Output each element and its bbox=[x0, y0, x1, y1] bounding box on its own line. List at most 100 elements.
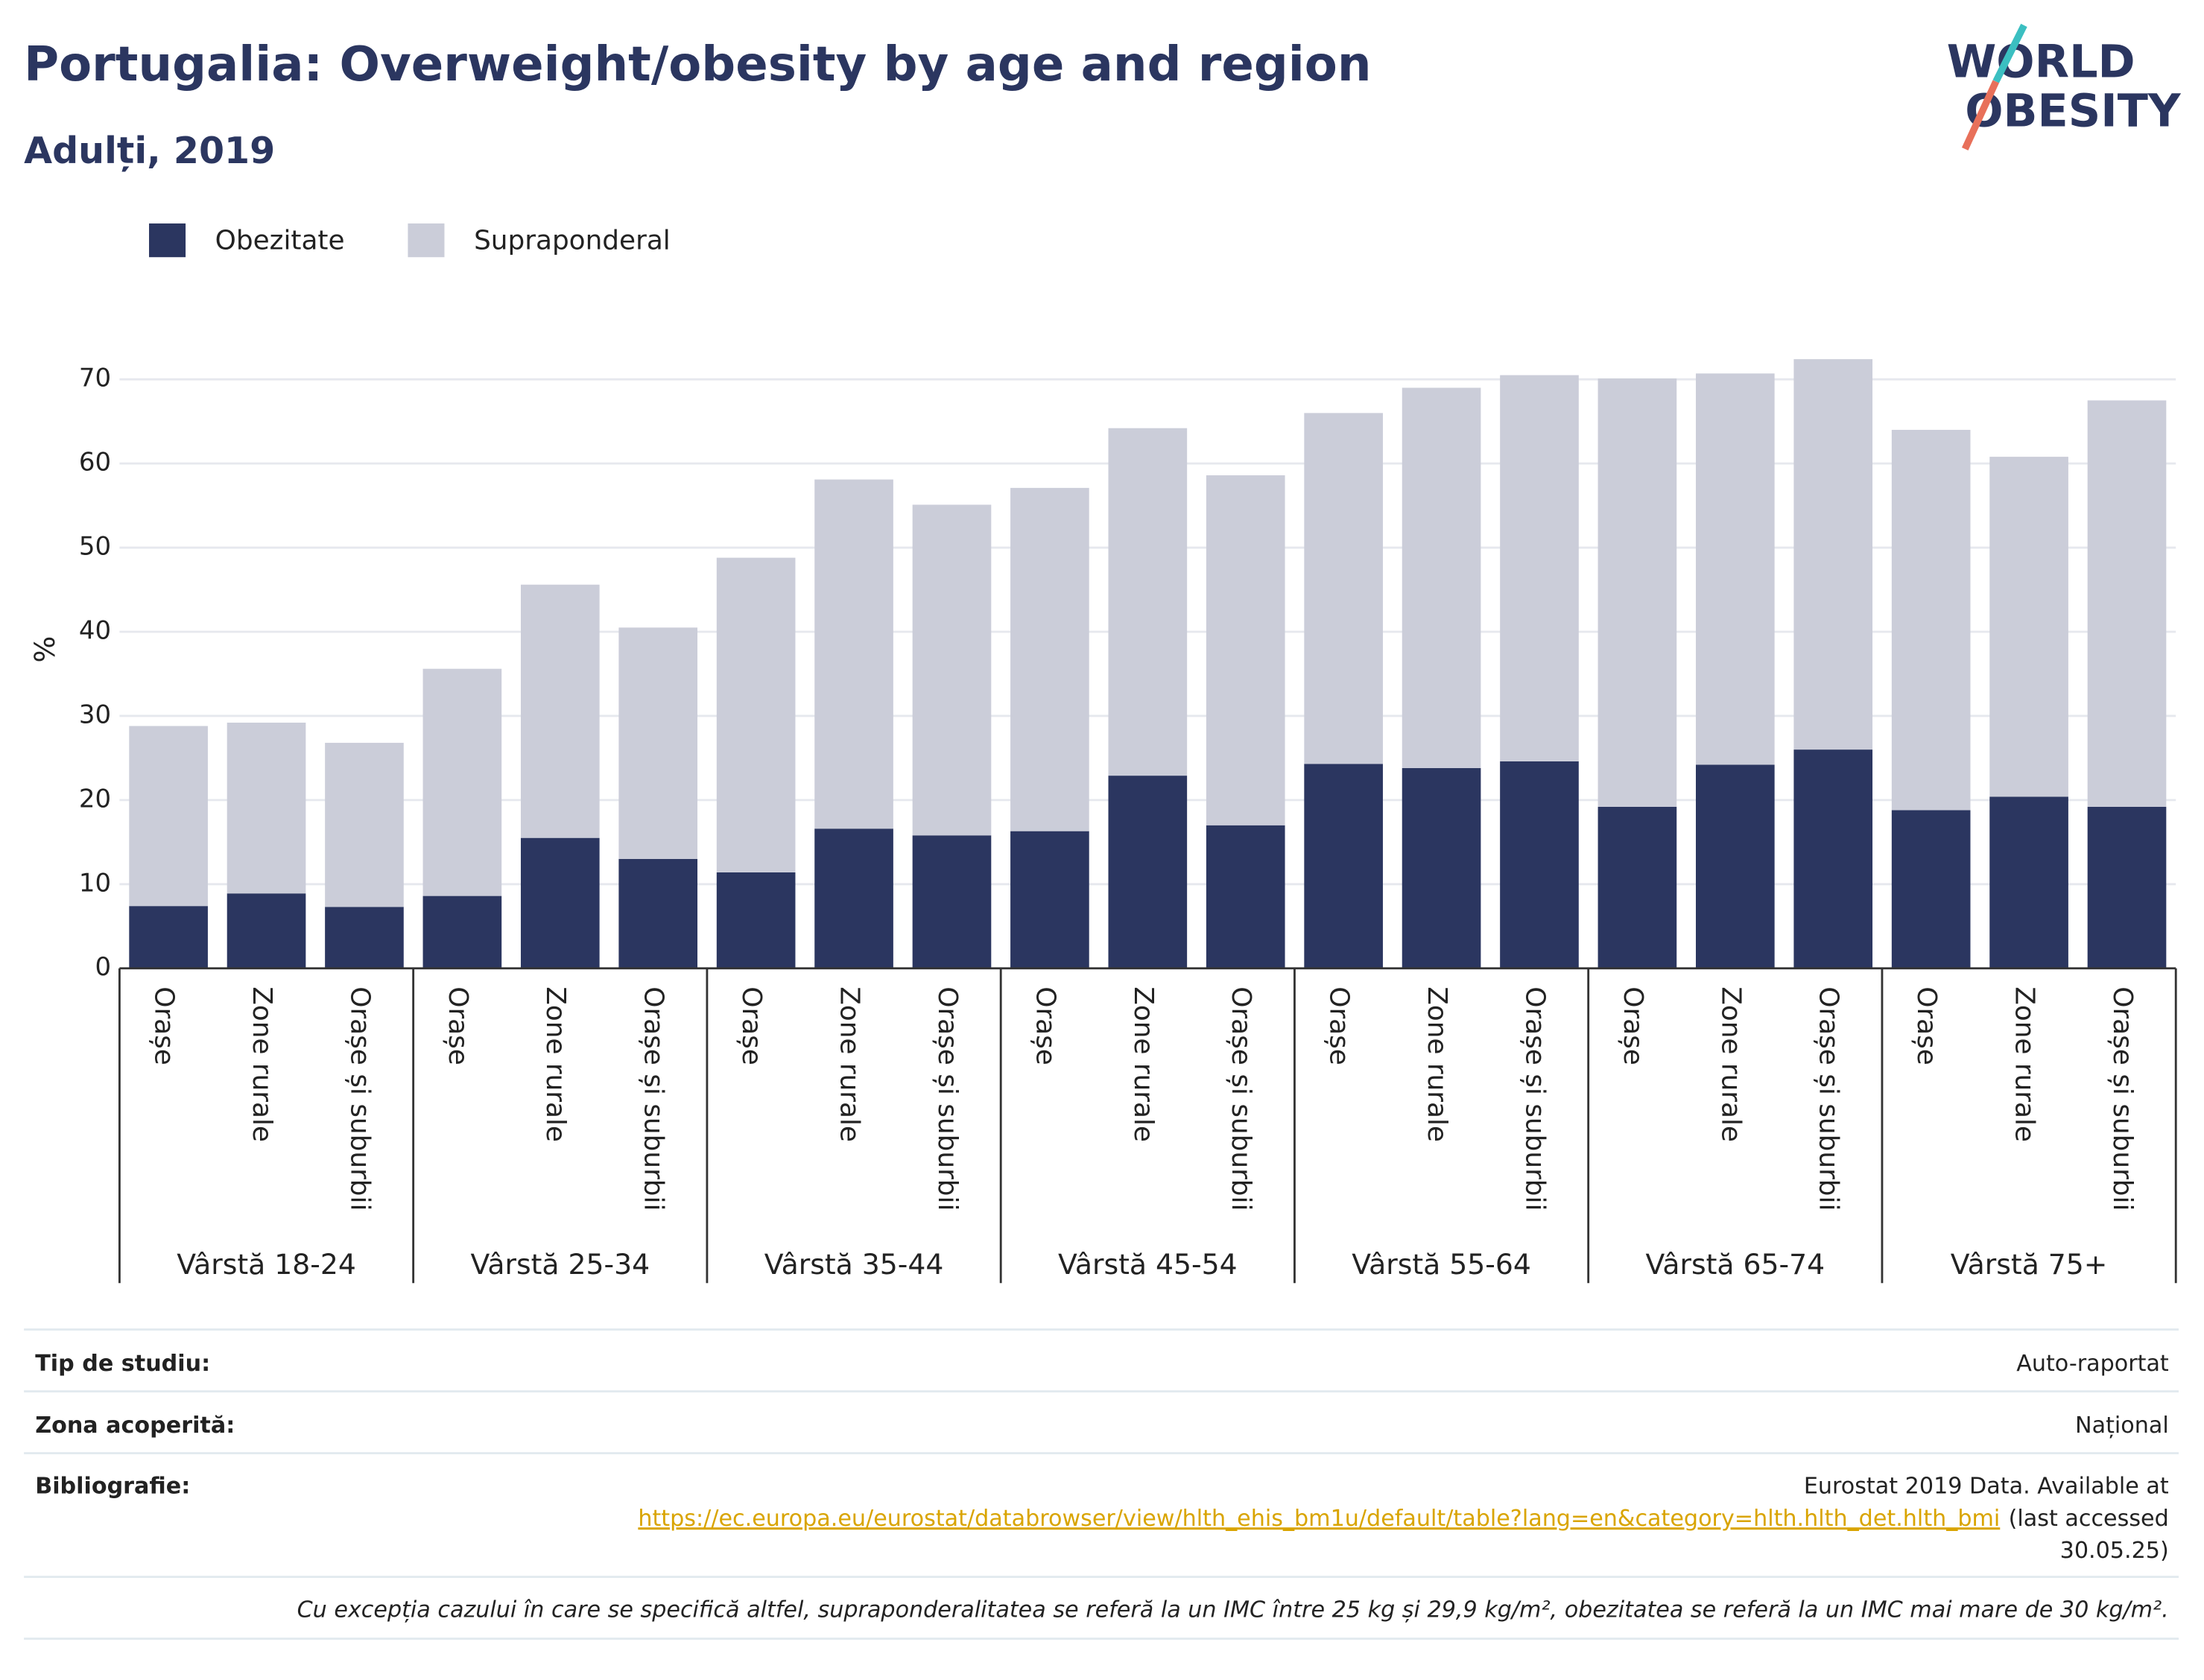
link[interactable]: https://ec.europa.eu/eurostat/databrowse… bbox=[638, 1506, 2000, 1532]
group-label: Vârstă 45-54 bbox=[1058, 1248, 1238, 1281]
x-tick-label: Orașe și suburbii bbox=[344, 986, 375, 1211]
bar-segment bbox=[1696, 373, 1775, 765]
y-tick-label: 30 bbox=[79, 700, 111, 729]
x-tick-label: Zone rurale bbox=[540, 986, 571, 1142]
y-tick-label: 20 bbox=[79, 784, 111, 814]
bar-segment bbox=[1206, 825, 1285, 969]
y-tick-label: 60 bbox=[79, 448, 111, 478]
bar-segment bbox=[1793, 359, 1873, 750]
x-tick-label: Zone rurale bbox=[1128, 986, 1159, 1142]
bar-segment bbox=[1891, 429, 1971, 811]
footnote: Cu excepția cazului în care se specifică… bbox=[297, 1597, 2169, 1623]
bar-segment bbox=[325, 907, 404, 969]
logo-slash bbox=[1992, 23, 2027, 83]
bar-segment bbox=[1597, 378, 1677, 807]
row-label: Bibliografie: bbox=[35, 1473, 190, 1499]
legend-swatch bbox=[408, 223, 445, 258]
x-tick-label: Orașe și suburbii bbox=[2107, 986, 2138, 1211]
bar-segment bbox=[1891, 810, 1971, 969]
bar-segment bbox=[1696, 764, 1775, 969]
bar-segment bbox=[1793, 749, 1873, 969]
y-axis-label: % bbox=[28, 636, 61, 663]
chart-title: Portugalia: Overweight/obesity by age an… bbox=[24, 37, 1371, 92]
bar-segment bbox=[1304, 764, 1383, 969]
group-label: Vârstă 35-44 bbox=[764, 1248, 944, 1281]
x-tick-label: Orașe bbox=[1324, 986, 1355, 1065]
bar-segment bbox=[1010, 831, 1089, 969]
x-tick-label: Orașe și suburbii bbox=[1519, 986, 1550, 1211]
x-tick-label: Zone rurale bbox=[1422, 986, 1452, 1142]
bar-segment bbox=[716, 872, 796, 969]
logo-text: WORLD bbox=[1947, 36, 2135, 88]
row-label: Zona acoperită: bbox=[35, 1413, 235, 1439]
bar-segment bbox=[2087, 400, 2167, 807]
group-label: Vârstă 75+ bbox=[1951, 1248, 2108, 1281]
x-tick-label: Orașe și suburbii bbox=[1814, 986, 1844, 1211]
bar-segment bbox=[814, 828, 893, 969]
bar-segment bbox=[1989, 796, 2068, 969]
logo-text: OBESITY bbox=[1965, 85, 2182, 137]
x-tick-label: Zone rurale bbox=[2010, 986, 2040, 1142]
bar-segment bbox=[1989, 457, 2068, 797]
bar-segment bbox=[716, 557, 796, 872]
bar-segment bbox=[618, 858, 698, 969]
bar-segment bbox=[520, 837, 600, 969]
bar-segment bbox=[912, 835, 992, 969]
bar-segment bbox=[325, 743, 404, 907]
bar-segment bbox=[422, 896, 502, 969]
bar-segment bbox=[520, 584, 600, 838]
legend-swatch bbox=[149, 223, 186, 258]
row-value: (last accessed bbox=[2009, 1506, 2169, 1532]
bar-segment bbox=[814, 479, 893, 829]
row-value: Auto-raportat bbox=[2016, 1351, 2169, 1377]
bar-segment bbox=[1108, 428, 1188, 776]
x-tick-label: Orașe bbox=[1618, 986, 1648, 1065]
bar-segment bbox=[227, 893, 306, 969]
bar-segment bbox=[1402, 767, 1481, 969]
row-value: 30.05.25) bbox=[2060, 1538, 2169, 1564]
bar-segment bbox=[1010, 487, 1089, 831]
group-label: Vârstă 65-74 bbox=[1645, 1248, 1825, 1281]
legend-label: Obezitate bbox=[215, 225, 345, 256]
x-tick-label: Zone rurale bbox=[1715, 986, 1746, 1142]
group-label: Vârstă 18-24 bbox=[177, 1248, 356, 1281]
bar-segment bbox=[129, 906, 208, 969]
bar-segment bbox=[618, 627, 698, 859]
bar-segment bbox=[1500, 761, 1579, 969]
bar-segment bbox=[1597, 806, 1677, 969]
bar-segment bbox=[1500, 375, 1579, 761]
bar-segment bbox=[1206, 475, 1285, 825]
bar-segment bbox=[912, 504, 992, 836]
x-tick-label: Orașe bbox=[1911, 986, 1942, 1065]
x-tick-label: Orașe bbox=[149, 986, 180, 1065]
x-tick-label: Orașe și suburbii bbox=[932, 986, 963, 1211]
row-value: Eurostat 2019 Data. Available at bbox=[1804, 1473, 2169, 1499]
x-tick-label: Orașe bbox=[1030, 986, 1060, 1065]
table-lines bbox=[24, 1328, 2179, 1640]
bar-segment bbox=[129, 726, 208, 907]
y-tick-label: 40 bbox=[79, 615, 111, 645]
group-label: Vârstă 55-64 bbox=[1352, 1248, 1531, 1281]
y-tick-label: 50 bbox=[79, 532, 111, 562]
bar-segment bbox=[1108, 776, 1188, 969]
bar-segment bbox=[2087, 806, 2167, 969]
logo-slash bbox=[1961, 80, 2000, 150]
x-tick-label: Orașe bbox=[736, 986, 767, 1065]
x-tick-label: Orașe bbox=[443, 986, 473, 1065]
legend-label: Supraponderal bbox=[474, 225, 671, 256]
bar-segment bbox=[227, 722, 306, 894]
y-tick-label: 0 bbox=[95, 952, 111, 982]
logo: WORLD OBESITY bbox=[1947, 23, 2182, 150]
row-label: Tip de studiu: bbox=[35, 1351, 210, 1377]
y-tick-label: 10 bbox=[79, 868, 111, 898]
group-label: Vârstă 25-34 bbox=[470, 1248, 650, 1281]
chart-subtitle: Adulți, 2019 bbox=[24, 129, 275, 172]
x-tick-label: Zone rurale bbox=[835, 986, 865, 1142]
x-tick-label: Orașe și suburbii bbox=[1226, 986, 1256, 1211]
y-tick-label: 70 bbox=[79, 364, 111, 393]
x-tick-label: Orașe și suburbii bbox=[639, 986, 669, 1211]
row-value: Național bbox=[2075, 1413, 2169, 1439]
bar-segment bbox=[1304, 413, 1383, 764]
row-value: https://ec.europa.eu/eurostat/databrowse… bbox=[638, 1506, 2168, 1532]
